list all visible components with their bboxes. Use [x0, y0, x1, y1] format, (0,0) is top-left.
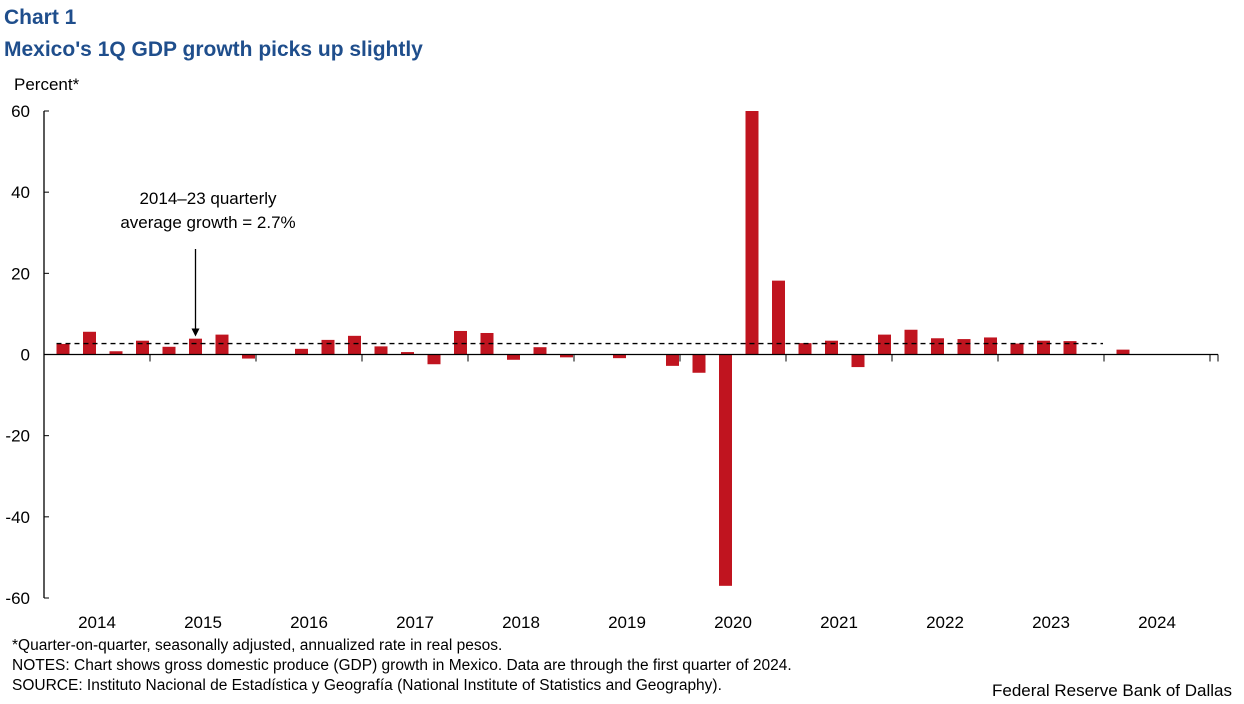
- bar-2017q4: [454, 330, 467, 355]
- bar-2015q1: [162, 346, 176, 355]
- x-tick-label: 2018: [502, 613, 540, 632]
- y-axis-label: Percent*: [14, 75, 80, 94]
- bar-2015q4: [242, 354, 255, 359]
- x-tick-label: 2014: [78, 613, 116, 632]
- bar-2014q4: [136, 340, 149, 355]
- bar-2023q1: [1010, 343, 1024, 355]
- bar-2021q3: [851, 354, 865, 368]
- y-tick-label: 40: [11, 183, 30, 202]
- bar-2014q1: [56, 343, 70, 355]
- x-tick-label: 2015: [184, 613, 222, 632]
- bar-2016q3: [321, 339, 335, 355]
- bar-2022q1: [904, 329, 918, 355]
- x-tick-label: 2017: [396, 613, 434, 632]
- bar-2022q3: [957, 339, 971, 355]
- bar-2022q4: [984, 337, 997, 355]
- x-tick-label: 2016: [290, 613, 328, 632]
- notes-block: *Quarter-on-quarter, seasonally adjusted…: [12, 636, 792, 696]
- x-tick-label: 2022: [926, 613, 964, 632]
- annotation-line-2: average growth = 2.7%: [120, 213, 295, 232]
- bar-2016q2: [295, 348, 308, 355]
- bar-2024q1: [1116, 349, 1130, 355]
- bar-2020q1: [692, 354, 706, 373]
- bar-2019q2: [613, 354, 626, 359]
- bar-2016q4: [348, 335, 361, 355]
- bar-2014q3: [109, 351, 123, 355]
- bar-2017q2: [401, 352, 414, 355]
- x-tick-label: 2023: [1032, 613, 1070, 632]
- y-tick-label: 20: [11, 264, 30, 283]
- bar-2022q2: [931, 338, 944, 355]
- bar-2020q2: [719, 354, 732, 586]
- annotation-arrowhead: [191, 328, 200, 337]
- bar-2020q4: [772, 280, 785, 355]
- bar-2020q3: [745, 111, 759, 355]
- notes-text: NOTES: Chart shows gross domestic produc…: [12, 657, 792, 674]
- bar-2015q3: [215, 334, 229, 355]
- bar-2023q2: [1037, 340, 1050, 355]
- footnote: *Quarter-on-quarter, seasonally adjusted…: [12, 637, 503, 654]
- bar-2018q4: [560, 354, 573, 358]
- y-tick-label: -60: [5, 589, 30, 608]
- x-tick-label: 2019: [608, 613, 646, 632]
- chart-number: Chart 1: [4, 6, 77, 29]
- bar-2017q3: [427, 354, 441, 365]
- bar-2015q2: [189, 338, 202, 355]
- y-tick-label: 60: [11, 102, 30, 121]
- bar-2021q1: [798, 343, 812, 355]
- bar-2021q4: [878, 334, 891, 355]
- credit: Federal Reserve Bank of Dallas: [991, 681, 1232, 700]
- y-tick-label: 0: [21, 346, 30, 365]
- bar-2018q1: [480, 332, 494, 355]
- bar-2018q2: [507, 354, 520, 360]
- annotation-line-1: 2014–23 quarterly: [139, 189, 277, 208]
- x-tick-label: 2020: [714, 613, 752, 632]
- bar-2017q1: [374, 346, 388, 355]
- y-tick-label: -20: [5, 427, 30, 446]
- bar-2023q3: [1063, 341, 1077, 355]
- x-tick-label: 2024: [1138, 613, 1176, 632]
- source-text: SOURCE: Instituto Nacional de Estadístic…: [12, 677, 722, 694]
- chart-title: Mexico's 1Q GDP growth picks up slightly: [4, 38, 423, 61]
- bar-2019q4: [666, 354, 679, 366]
- y-tick-label: -40: [5, 508, 30, 527]
- bar-2014q2: [83, 331, 96, 355]
- bar-2021q2: [825, 340, 838, 355]
- bar-2018q3: [533, 347, 547, 355]
- x-tick-label: 2021: [820, 613, 858, 632]
